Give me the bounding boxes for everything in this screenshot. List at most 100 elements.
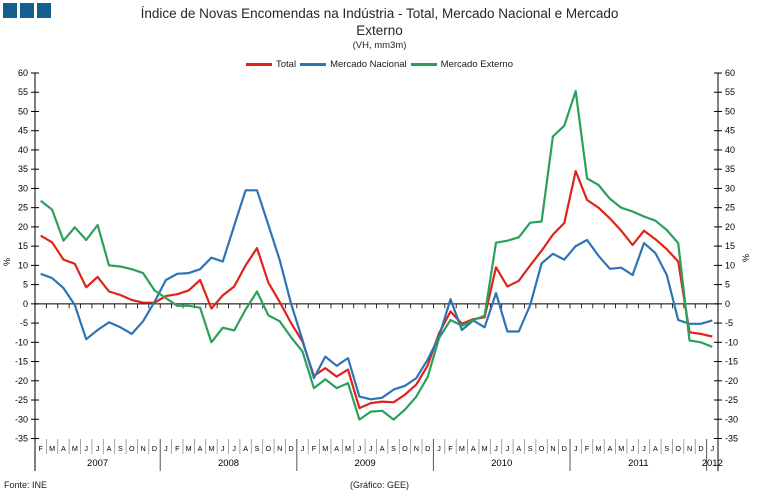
- chart-title-line2: Externo: [356, 23, 403, 38]
- y-tick-label-left: 40: [18, 145, 28, 155]
- month-label: J: [506, 444, 510, 453]
- legend-label: Total: [276, 59, 297, 70]
- month-label: D: [562, 444, 567, 453]
- year-label: 2008: [218, 458, 239, 469]
- y-tick-label-right: 60: [725, 68, 735, 78]
- y-tick-label-right: 45: [725, 126, 735, 136]
- chart-subtitle: (VH, mm3m): [352, 40, 407, 51]
- y-tick-label-left: 50: [18, 106, 28, 116]
- month-label: O: [539, 444, 545, 453]
- month-label: J: [437, 444, 441, 453]
- month-label: A: [471, 444, 476, 453]
- y-tick-label-right: 55: [725, 87, 735, 97]
- month-label: M: [186, 444, 192, 453]
- month-label: J: [369, 444, 373, 453]
- legend-swatch: [246, 63, 272, 66]
- logo-square: [37, 3, 51, 18]
- month-label: M: [595, 444, 601, 453]
- month-label: J: [494, 444, 498, 453]
- month-label: O: [266, 444, 272, 453]
- y-tick-label-left: 35: [18, 164, 28, 174]
- month-label: F: [312, 444, 317, 453]
- y-tick-label-right: 20: [725, 222, 735, 232]
- y-tick-label-right: -5: [725, 318, 733, 328]
- month-label: F: [175, 444, 180, 453]
- month-label: A: [107, 444, 112, 453]
- y-tick-label-left: -30: [15, 414, 28, 424]
- y-tick-label-left: -35: [15, 434, 28, 444]
- credit-note: (Gráfico: GEE): [349, 480, 409, 490]
- month-label: J: [631, 444, 635, 453]
- y-tick-label-left: 20: [18, 222, 28, 232]
- legend-label: Mercado Externo: [440, 59, 513, 70]
- y-tick-label-right: -10: [725, 337, 738, 347]
- legend-item-mercado-nacional: Mercado Nacional: [300, 59, 407, 70]
- year-label: 2009: [355, 458, 376, 469]
- y-tick-label-left: -25: [15, 395, 28, 405]
- y-tick-label-right: 5: [725, 280, 730, 290]
- y-tick-label-left: -10: [15, 337, 28, 347]
- month-label: O: [129, 444, 135, 453]
- month-label: A: [243, 444, 248, 453]
- month-label: J: [574, 444, 578, 453]
- month-label: J: [164, 444, 168, 453]
- y-axis-title-left: %: [2, 258, 12, 266]
- year-label: 2007: [87, 458, 108, 469]
- month-label: M: [49, 444, 55, 453]
- month-label: F: [448, 444, 453, 453]
- y-tick-label-right: -30: [725, 414, 738, 424]
- month-label: N: [414, 444, 419, 453]
- y-tick-label-left: 30: [18, 183, 28, 193]
- series-line-mercado-nacional: [40, 189, 713, 401]
- month-label: M: [618, 444, 624, 453]
- logo-square: [20, 3, 34, 18]
- year-label: 2010: [491, 458, 512, 469]
- series-line-total: [40, 170, 713, 410]
- series-line-mercado-externo: [40, 89, 713, 421]
- year-label: 2012: [702, 458, 723, 469]
- month-label: S: [664, 444, 669, 453]
- y-tick-label-left: -15: [15, 357, 28, 367]
- y-tick-label-right: 40: [725, 145, 735, 155]
- y-tick-label-right: 30: [725, 183, 735, 193]
- legend-item-total: Total: [246, 59, 296, 70]
- month-label: A: [380, 444, 385, 453]
- legend-swatch: [410, 63, 437, 66]
- month-label: D: [425, 444, 430, 453]
- y-tick-label-right: 25: [725, 203, 735, 213]
- y-tick-label-right: -35: [725, 434, 738, 444]
- month-label: D: [152, 444, 157, 453]
- month-label: N: [687, 444, 692, 453]
- month-label: S: [528, 444, 533, 453]
- y-tick-label-right: -15: [725, 357, 738, 367]
- month-label: S: [255, 444, 260, 453]
- month-label: A: [61, 444, 66, 453]
- y-tick-label-left: 15: [18, 241, 28, 251]
- y-tick-label-left: 5: [23, 280, 28, 290]
- y-tick-label-right: 10: [725, 260, 735, 270]
- y-tick-label-left: 45: [18, 126, 28, 136]
- month-label: D: [289, 444, 294, 453]
- y-tick-label-right: -20: [725, 376, 738, 386]
- month-label: J: [642, 444, 646, 453]
- month-label: S: [391, 444, 396, 453]
- y-tick-label-left: -20: [15, 376, 28, 386]
- month-label: M: [345, 444, 351, 453]
- month-label: J: [221, 444, 225, 453]
- month-label: M: [459, 444, 465, 453]
- y-tick-label-left: 25: [18, 203, 28, 213]
- month-label: D: [698, 444, 703, 453]
- month-label: F: [585, 444, 590, 453]
- y-tick-label-right: 0: [725, 299, 730, 309]
- month-label: N: [141, 444, 146, 453]
- legend-item-mercado-externo: Mercado Externo: [410, 59, 513, 70]
- month-label: O: [402, 444, 408, 453]
- month-label: M: [72, 444, 78, 453]
- month-label: M: [322, 444, 328, 453]
- month-label: J: [96, 444, 100, 453]
- chart-title-line1: Índice de Novas Encomendas na Indústria …: [140, 6, 619, 21]
- month-label: A: [198, 444, 203, 453]
- y-tick-label-left: 0: [23, 299, 28, 309]
- month-label: M: [208, 444, 214, 453]
